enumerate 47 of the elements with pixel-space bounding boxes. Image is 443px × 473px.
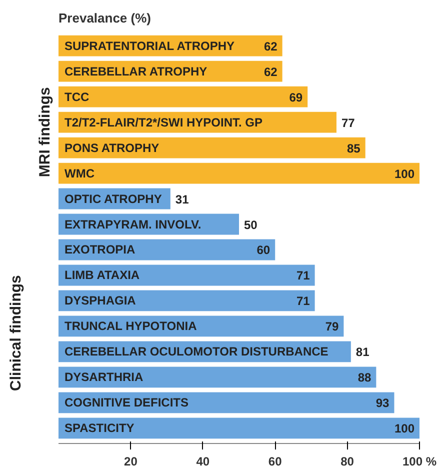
- x-tick-label: 40: [196, 454, 210, 468]
- bar: [58, 86, 308, 108]
- bar: [58, 290, 315, 312]
- data-label: 71: [296, 294, 310, 308]
- y-tick-label: OPTIC ATROPHY: [64, 192, 162, 206]
- y-tick-label: TCC: [64, 90, 90, 104]
- data-label: 100: [394, 422, 415, 436]
- data-label: 85: [347, 141, 361, 156]
- data-label: 88: [358, 370, 372, 385]
- y-tick-label: T2/T2-FLAIR/T2*/SWI HYPOINT. GP: [64, 115, 263, 130]
- bar: [58, 264, 315, 286]
- data-label: 60: [256, 243, 270, 258]
- data-label: 77: [341, 116, 356, 130]
- y-tick-label: EXOTROPIA: [64, 242, 136, 257]
- data-label: 81: [356, 345, 370, 360]
- bar: [58, 162, 420, 184]
- bar: [58, 418, 420, 439]
- bar: [58, 366, 376, 388]
- data-label: 100: [394, 166, 415, 181]
- y-tick-label: PONS ATROPHY: [64, 140, 160, 155]
- y-tick-label: COGNITIVE DEFICITS: [64, 396, 189, 410]
- y-tick-label: TRUNCAL HYPOTONIA: [64, 319, 198, 334]
- y-tick-label: DYSARTHRIA: [64, 370, 144, 384]
- data-label: 69: [289, 90, 303, 104]
- data-label: 93: [376, 396, 390, 410]
- y-tick-label: SUPRATENTORIAL ATROPHY: [64, 38, 235, 53]
- y-tick-label: EXTRAPYRAM. INVOLV.: [64, 217, 202, 232]
- data-label: 31: [175, 192, 190, 206]
- y-tick-label: CEREBELLAR ATROPHY: [64, 64, 208, 78]
- data-label: 62: [264, 64, 278, 79]
- y-tick-label: LIMB ATAXIA: [64, 268, 140, 282]
- text: MRI findings: [36, 87, 54, 178]
- data-label: 71: [296, 268, 310, 283]
- data-label: 62: [264, 39, 278, 54]
- x-tick-label: 100 %: [402, 454, 437, 468]
- y-tick-label: DYSPHAGIA: [64, 294, 136, 308]
- x-tick-label: 60: [268, 454, 282, 468]
- x-axis-title: Prevalance (%): [58, 10, 151, 26]
- data-label: 79: [325, 320, 340, 334]
- bar: [58, 137, 366, 158]
- x-tick-label: 20: [124, 454, 138, 468]
- data-label: 50: [244, 218, 258, 232]
- y-tick-label: CEREBELLAR OCULOMOTOR DISTURBANCE: [64, 344, 328, 359]
- y-tick-label: WMC: [64, 166, 95, 180]
- text: Clinical findings: [8, 275, 24, 391]
- y-tick-label: SPASTICITY: [64, 421, 134, 436]
- x-tick-label: 80: [340, 454, 354, 468]
